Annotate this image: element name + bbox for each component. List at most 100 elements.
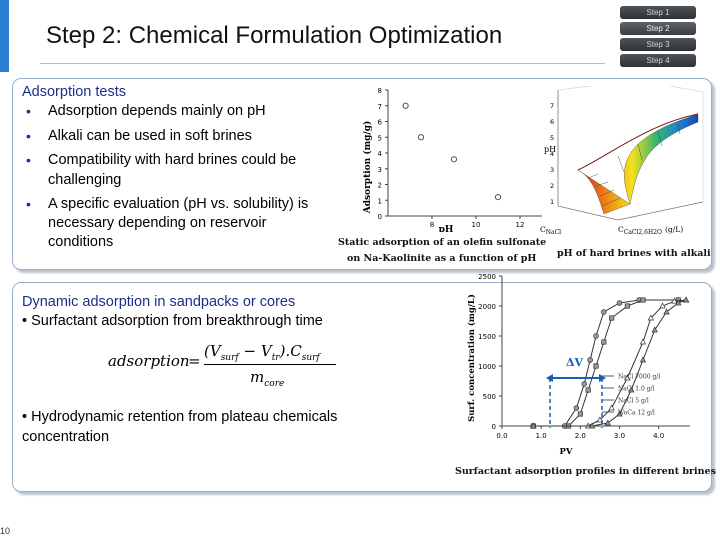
breakthrough-caption: Surfactant adsorption profiles in differ… xyxy=(455,466,716,477)
chart3-ytick-label: 2000 xyxy=(478,303,496,311)
chart3-point xyxy=(573,405,580,411)
chart3-point xyxy=(593,363,599,369)
surface-x-axis xyxy=(557,205,619,221)
chart1-xtick-label: 12 xyxy=(516,221,525,229)
chart1-xtick-label: 8 xyxy=(430,221,434,229)
chart3-point xyxy=(628,386,635,393)
chart3-point xyxy=(608,404,615,411)
chart3-ytick-label: 500 xyxy=(483,393,496,401)
panel2-bullet-retention-1: • Hydrodynamic retention from plateau ch… xyxy=(22,409,338,425)
panel2-bullet-retention-2: concentration xyxy=(22,429,110,445)
chart3-point xyxy=(671,297,678,304)
step-navigation: Step 1 Step 2 Step 3 Step 4 xyxy=(620,6,696,70)
chart3-point xyxy=(604,419,611,426)
bullet-eval-3: conditions xyxy=(48,234,114,250)
chart3-xtick-label: 4.0 xyxy=(653,432,664,440)
surface-ztick-label: 1 xyxy=(550,198,554,206)
bullet-dot: • xyxy=(26,103,31,119)
chart3-legend-label: NaCl 7000 g/l xyxy=(618,374,660,381)
chart3-point xyxy=(624,374,631,381)
chart1-ytick-label: 3 xyxy=(378,166,382,174)
chart1-ytick-label: 5 xyxy=(378,134,382,142)
surface-ztick-label: 5 xyxy=(550,134,554,142)
bullet-alkali: Alkali can be used in soft brines xyxy=(48,128,252,144)
surface-chart: 1 2 3 4 5 6 7 pH CNaCl CCaCl2,6H2O (g/L) xyxy=(540,86,704,236)
surface-ztick-label: 7 xyxy=(550,102,554,110)
chart3-point xyxy=(647,314,655,321)
formula-equals: = xyxy=(188,352,201,370)
chart1-ytick-label: 0 xyxy=(378,213,382,221)
chart3-point xyxy=(587,357,593,363)
chart1-ylabel: Adsorption (mg/g) xyxy=(362,121,373,215)
chart3-ytick-label: 1500 xyxy=(478,333,496,341)
bullet-compat-1: Compatibility with hard brines could be xyxy=(48,152,297,168)
chart3-point xyxy=(624,303,630,309)
chart3-point xyxy=(640,297,646,303)
bullet-dot: • xyxy=(26,152,31,168)
chart3-point xyxy=(639,338,647,345)
chart3-point xyxy=(601,309,607,315)
step-1-button[interactable]: Step 1 xyxy=(620,6,696,19)
bullet-dot: • xyxy=(26,128,31,144)
chart3-ylabel: Surf. concentration (mg/L) xyxy=(466,294,477,422)
surface-ztick-label: 2 xyxy=(550,182,554,190)
title-underline xyxy=(40,63,605,64)
step-2-button[interactable]: Step 2 xyxy=(620,22,696,35)
panel1-heading: Adsorption tests xyxy=(22,84,126,100)
chart3-point xyxy=(675,299,682,306)
bullet-dot: • xyxy=(26,196,31,212)
surface-zlabel: CCaCl2,6H2O (g/L) xyxy=(618,225,683,236)
chart3-point xyxy=(577,411,583,417)
surface-ztick-label: 3 xyxy=(550,166,554,174)
formula-fraction-bar xyxy=(204,364,336,365)
chart3-point xyxy=(596,416,604,423)
formula-lhs: adsorption xyxy=(108,352,190,370)
chart1-xlabel: pH xyxy=(439,225,454,232)
chart3-ytick-label: 0 xyxy=(492,423,496,431)
delta-v-label: ΔV xyxy=(566,356,584,369)
chart3-series-line xyxy=(533,299,679,427)
surface-mesh xyxy=(577,113,699,215)
chart3-xtick-label: 0.0 xyxy=(496,432,507,440)
bullet-eval-1: A specific evaluation (pH vs. solubility… xyxy=(48,196,309,212)
chart1-ytick-label: 4 xyxy=(378,150,383,158)
chart1-point xyxy=(450,156,458,163)
breakthrough-chart: Surf. concentration (mg/L) 0 500 1000 1500 2… xyxy=(466,273,690,457)
surface-ylabel: pH xyxy=(544,145,556,154)
chart1-point xyxy=(402,102,409,109)
chart1-point xyxy=(494,194,502,201)
chart3-legend-label: NaCl 5 g/l xyxy=(618,398,649,405)
adsorption-tests-panel xyxy=(12,78,712,270)
chart3-point xyxy=(663,308,670,315)
chart3-xtick-label: 3.0 xyxy=(614,432,625,440)
step-4-button[interactable]: Step 4 xyxy=(620,54,696,67)
surface-caption: pH of hard brines with alkali xyxy=(557,248,711,259)
chart3-point xyxy=(581,381,587,387)
chart1-ytick-label: 7 xyxy=(378,103,382,111)
page-number: 10 xyxy=(0,526,11,536)
chart3-point xyxy=(593,333,599,339)
chart3-point xyxy=(616,300,623,306)
chart3-point xyxy=(616,410,623,417)
chart1-point xyxy=(417,134,425,141)
step-3-button[interactable]: Step 3 xyxy=(620,38,696,51)
surface-ztick-label: 4 xyxy=(550,150,554,158)
chart1-ytick-label: 8 xyxy=(378,87,382,95)
bullet-compat-2: challenging xyxy=(48,172,122,188)
panel2-bullet-breakthrough: • Surfactant adsorption from breakthroug… xyxy=(22,313,323,329)
chart1-ytick-label: 2 xyxy=(378,182,382,190)
chart3-point xyxy=(585,387,591,393)
chart1-xtick-label: 10 xyxy=(472,221,481,229)
chart3-point xyxy=(682,296,690,303)
surface-xlabel: CNaCl xyxy=(540,225,561,236)
chart3-point xyxy=(659,302,666,309)
chart3-legend-label: WoCa 12 g/l xyxy=(618,410,655,417)
chart3-point xyxy=(530,422,537,429)
static-adsorption-caption-line2: on Na-Kaolinite as a function of pH xyxy=(347,253,537,264)
chart3-point xyxy=(609,315,615,321)
chart3-series-line xyxy=(533,299,687,427)
surface-ztick-label: 6 xyxy=(550,118,554,126)
chart3-xtick-label: 1.0 xyxy=(536,432,547,440)
chart3-ytick-label: 1000 xyxy=(478,363,496,371)
